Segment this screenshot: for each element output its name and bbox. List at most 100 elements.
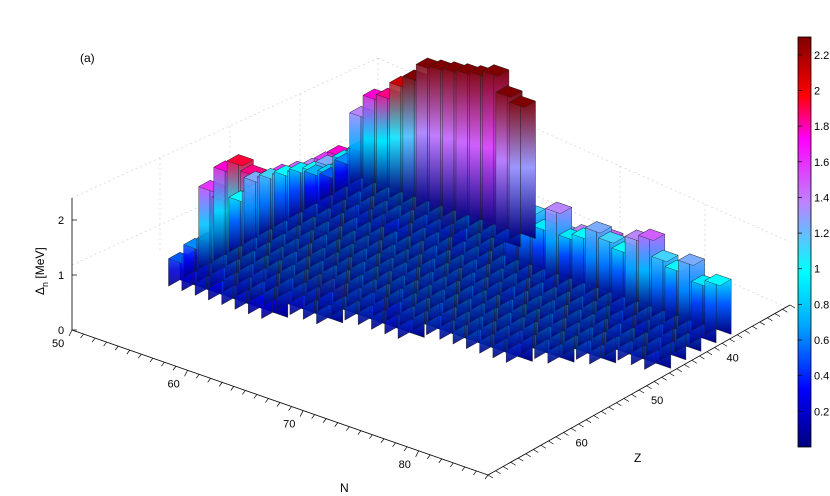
y-tick [623, 398, 630, 402]
x-tick-label: 60 [168, 378, 180, 390]
y-tick [578, 423, 584, 428]
colorbar-gradient [797, 36, 812, 448]
x-tick [172, 366, 177, 371]
z-axis-label-unit: [MeV] [33, 247, 47, 278]
y-tick [774, 313, 781, 317]
y-tick [752, 325, 758, 330]
bars [168, 57, 732, 370]
x-tick [346, 426, 350, 431]
colorbar-tick-label: 0.4 [814, 371, 829, 383]
x-tick [369, 434, 373, 439]
colorbar-tick-label: 1.2 [814, 228, 829, 240]
y-tick [714, 347, 720, 351]
colorbar-tick-label: 1.6 [814, 157, 829, 169]
y-tick [789, 304, 796, 309]
y-tick [510, 461, 516, 466]
x-tick [91, 337, 96, 343]
y-tick [495, 470, 501, 475]
x-tick [380, 438, 385, 443]
bar [508, 95, 536, 241]
y-tick [638, 389, 645, 394]
y-tick [782, 308, 788, 313]
colorbar-tick-label: 1 [814, 264, 820, 276]
colorbar-tick-label: 0.6 [814, 335, 829, 347]
y-tick [593, 415, 599, 419]
x-tick-label: 50 [52, 338, 64, 350]
x-tick [184, 370, 188, 377]
y-tick [601, 410, 607, 415]
y-tick [767, 317, 773, 322]
x-tick [392, 442, 396, 447]
y-tick [744, 330, 750, 334]
colorbar-tick-label: 1.4 [814, 192, 829, 204]
x-tick [161, 362, 165, 367]
x-tick [473, 470, 477, 476]
y-tick [729, 338, 735, 343]
y-tick-label: 50 [651, 395, 663, 407]
x-tick [461, 466, 466, 472]
svg-text:Δn [MeV]: Δn [MeV] [33, 247, 50, 295]
colorbar-tick-label: 1.8 [814, 121, 829, 133]
x-tick [207, 378, 211, 383]
y-tick [759, 321, 765, 326]
x-tick [242, 390, 246, 395]
y-tick [502, 466, 509, 470]
colorbar-tick-label: 2 [814, 85, 820, 97]
x-tick [230, 386, 235, 391]
z-axis-label-main: Δ [33, 287, 47, 295]
axis-ticks: 50 60 70 80 40 50 60 0 1 2 [52, 215, 796, 480]
x-tick [299, 410, 304, 417]
bar [704, 273, 732, 336]
y-tick [608, 406, 614, 411]
y-tick [706, 351, 713, 356]
x-tick [450, 462, 454, 468]
x-tick [415, 450, 419, 457]
x-tick [438, 458, 443, 464]
y-tick [548, 440, 554, 445]
x-tick [276, 402, 281, 407]
x-tick [114, 345, 119, 351]
y-tick [721, 342, 728, 347]
y-tick [669, 372, 675, 377]
z-tick-label: 0 [58, 325, 64, 337]
y-tick [616, 402, 622, 407]
x-tick [138, 353, 142, 359]
x-tick [103, 341, 107, 347]
y-tick [570, 427, 577, 432]
y-tick [661, 376, 667, 381]
colorbar-tick-label: 0.2 [814, 406, 829, 418]
x-tick-label: 70 [283, 419, 295, 431]
y-tick [540, 444, 547, 449]
colorbar: 0.2 0.4 0.6 0.8 1 1.2 1.4 1.6 1.8 2 2.2 [797, 36, 829, 448]
x-tick [126, 349, 131, 355]
y-tick [631, 393, 637, 398]
x-tick [357, 430, 362, 435]
y-tick [653, 381, 660, 385]
y-tick [691, 359, 698, 364]
y-tick [699, 355, 705, 360]
y-tick [487, 474, 494, 479]
y-tick [585, 419, 592, 424]
y-tick [563, 432, 569, 436]
x-axis-label: N [340, 481, 349, 495]
y-tick [684, 364, 690, 368]
y-tick [533, 449, 539, 453]
y-tick [646, 385, 652, 390]
x-tick [322, 418, 327, 423]
y-tick [555, 436, 562, 441]
x-tick [80, 333, 84, 339]
x-tick [288, 406, 292, 411]
z-axis-label: Δn [MeV] [33, 247, 50, 295]
colorbar-tick-label: 0.8 [814, 299, 829, 311]
y-tick [736, 334, 743, 339]
x-tick [403, 446, 408, 452]
y-tick [525, 453, 531, 458]
z-axis-label-sub: n [40, 282, 50, 287]
panel-label: (a) [80, 51, 95, 65]
y-tick [518, 457, 524, 462]
y-axis-label: Z [634, 451, 641, 465]
colorbar-ticks: 0.2 0.4 0.6 0.8 1 1.2 1.4 1.6 1.8 2 2.2 [798, 50, 829, 418]
x-tick [149, 357, 154, 363]
x-tick [426, 454, 431, 460]
